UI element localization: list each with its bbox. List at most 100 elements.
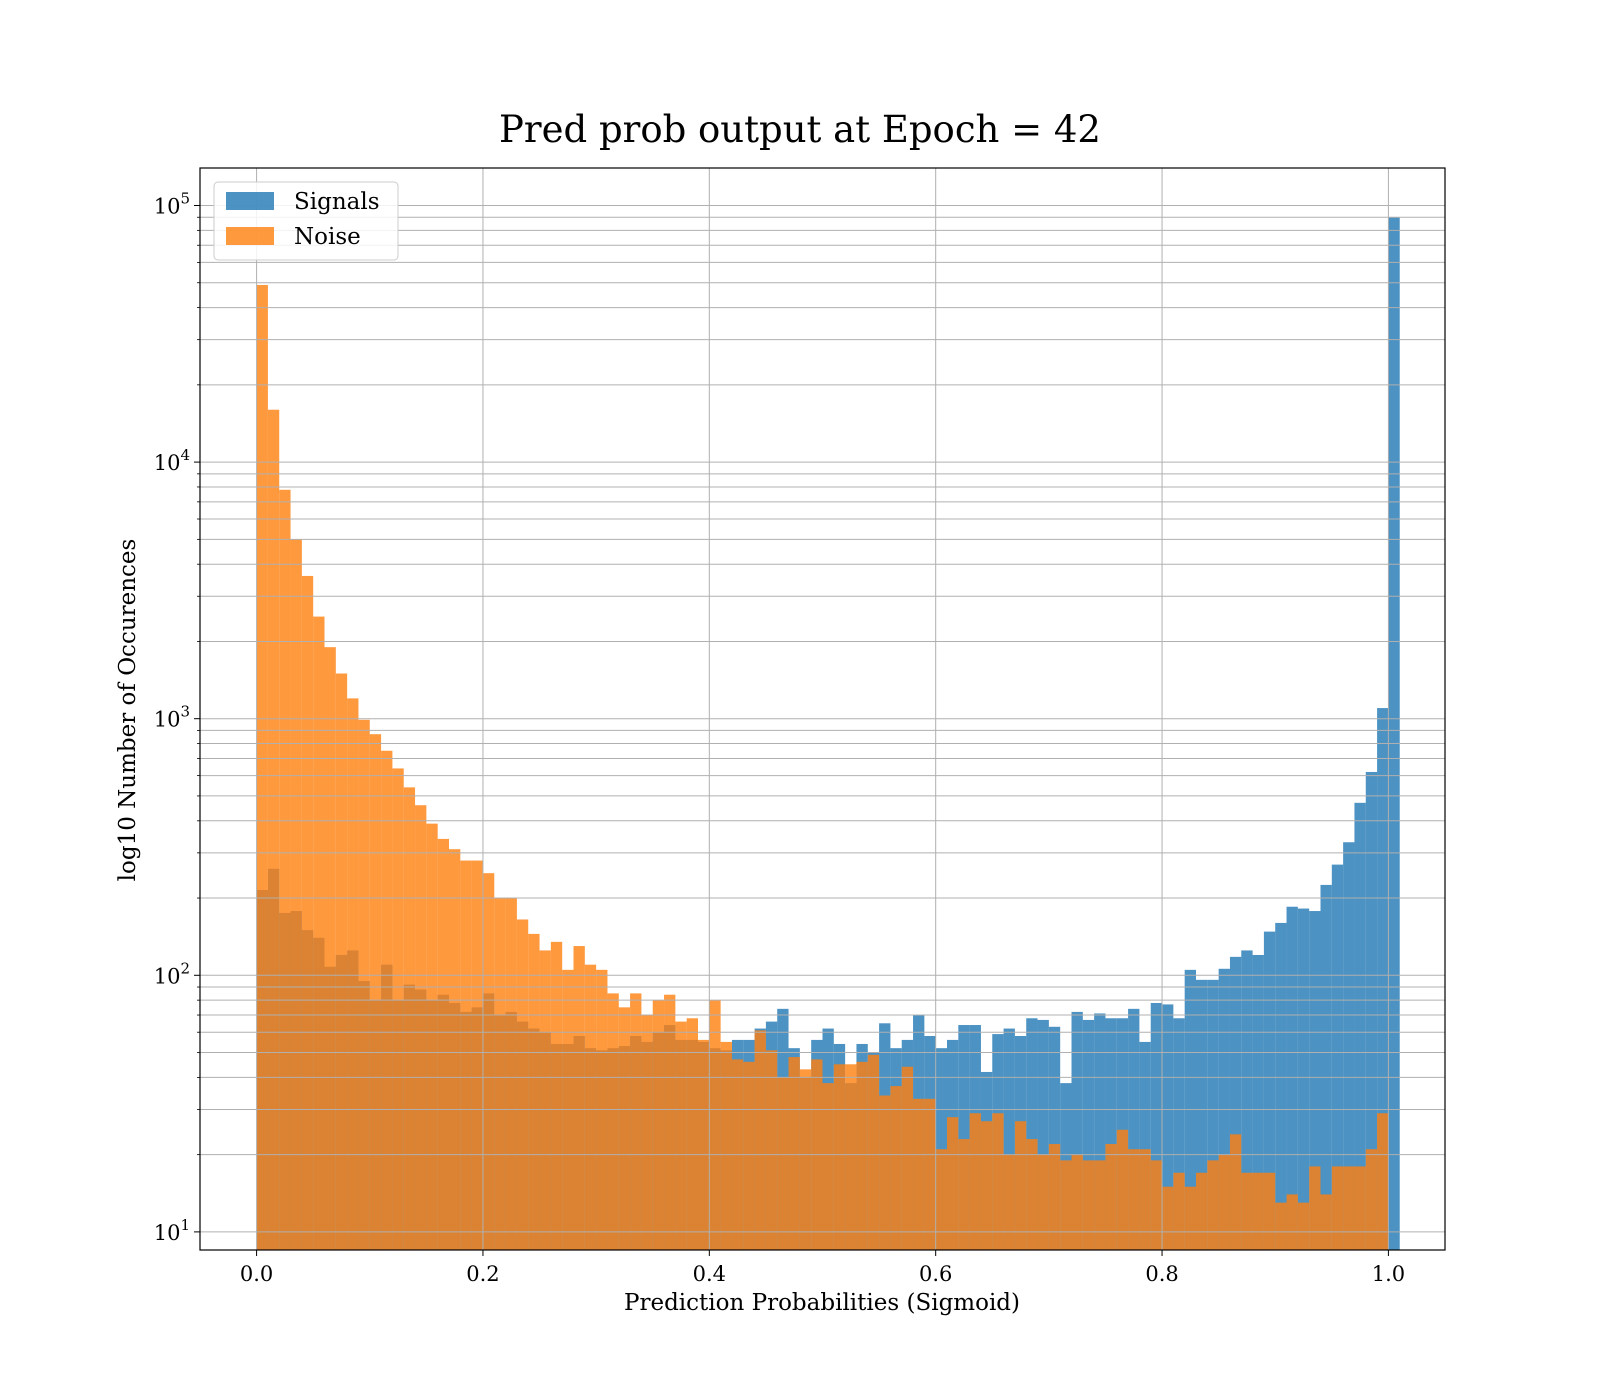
bar-noise: [1071, 1154, 1083, 1250]
x-tick-label: 0.0: [240, 1262, 273, 1286]
bar-noise: [845, 1064, 857, 1250]
bar-noise: [1184, 1186, 1196, 1250]
bar-noise: [482, 873, 495, 1250]
bar-noise: [1354, 1166, 1366, 1250]
bar-noise: [765, 1050, 778, 1250]
bar-signals: [1331, 864, 1344, 1250]
bar-noise: [1026, 1139, 1038, 1250]
bar-noise: [720, 1041, 732, 1250]
bar-signals: [935, 1048, 947, 1250]
bar-noise: [403, 787, 416, 1250]
bar-noise: [1094, 1160, 1106, 1250]
bar-noise: [652, 1000, 665, 1250]
bar-noise: [539, 950, 551, 1250]
series-noise: [256, 284, 1389, 1251]
bar-noise: [426, 823, 438, 1250]
bar-noise: [516, 919, 529, 1250]
bar-noise: [584, 964, 597, 1250]
bar-noise: [969, 1113, 981, 1250]
bar-noise: [788, 1057, 800, 1250]
bar-noise: [1297, 1202, 1310, 1250]
legend-swatch-signals: [226, 192, 274, 210]
bar-signals: [1105, 1018, 1117, 1250]
bar-noise: [1128, 1149, 1140, 1250]
x-tick-label: 0.4: [693, 1262, 726, 1286]
bar-noise: [879, 1095, 891, 1250]
bar-signals: [1037, 1019, 1049, 1250]
bar-noise: [1060, 1160, 1072, 1250]
bar-signals: [1263, 931, 1276, 1250]
y-tick-label: 101: [154, 1216, 190, 1245]
bar-noise: [618, 1007, 631, 1250]
bar-noise: [867, 1054, 880, 1250]
legend[interactable]: Signals Noise: [213, 181, 399, 261]
bar-signals: [1048, 1026, 1061, 1250]
legend-label-noise: Noise: [294, 224, 361, 250]
bar-noise: [1309, 1166, 1321, 1250]
bar-noise: [1263, 1172, 1276, 1250]
bar-noise: [890, 1086, 902, 1250]
bar-noise: [947, 1117, 959, 1250]
legend-swatch-noise: [226, 227, 274, 245]
bar-noise: [777, 1077, 789, 1250]
bar-noise: [267, 409, 280, 1250]
bar-noise: [698, 1039, 710, 1250]
chart-title: Pred prob output at Epoch = 42: [499, 108, 1101, 151]
y-tick-label: 105: [154, 189, 190, 218]
bar-signals: [1139, 1041, 1151, 1250]
bar-noise: [675, 1021, 687, 1250]
bar-signals: [1196, 979, 1208, 1250]
bar-noise: [256, 284, 268, 1250]
bar-noise: [1207, 1160, 1219, 1250]
bar-noise: [528, 933, 540, 1250]
bar-noise: [913, 1098, 925, 1250]
bar-noise: [1275, 1202, 1287, 1250]
bar-signals: [1150, 1002, 1163, 1250]
bars-group: [256, 217, 1400, 1251]
bar-noise: [573, 946, 585, 1250]
y-tick-label: 104: [154, 446, 190, 475]
bar-noise: [1003, 1154, 1015, 1250]
bar-noise: [901, 1066, 914, 1250]
bar-noise: [437, 838, 449, 1250]
legend-label-signals: Signals: [294, 189, 380, 215]
bar-signals: [1252, 954, 1264, 1250]
y-tick-label: 103: [154, 703, 190, 732]
bar-noise: [1241, 1172, 1253, 1250]
bar-noise: [471, 860, 483, 1250]
bar-signals: [1365, 771, 1378, 1250]
bar-noise: [449, 849, 461, 1250]
bar-noise: [958, 1139, 970, 1250]
bar-noise: [347, 698, 359, 1250]
plot-frame: [199, 167, 1446, 1251]
bar-signals: [1207, 979, 1219, 1250]
bar-noise: [1365, 1149, 1378, 1250]
bar-signals: [1071, 1011, 1083, 1250]
bar-noise: [1037, 1154, 1049, 1250]
bar-signals: [1082, 1019, 1095, 1250]
bar-noise: [686, 1018, 698, 1250]
bar-noise: [1139, 1149, 1151, 1250]
x-axis-label: Prediction Probabilities (Sigmoid): [624, 1290, 1020, 1316]
bar-noise: [743, 1061, 755, 1250]
bar-signals: [1003, 1028, 1015, 1250]
bar-noise: [935, 1149, 947, 1250]
bar-signals: [1309, 911, 1321, 1250]
bar-noise: [1105, 1144, 1117, 1250]
gridlines: [200, 168, 1445, 1250]
bar-signals: [1094, 1013, 1106, 1250]
bar-noise: [335, 673, 348, 1250]
bar-noise: [833, 1064, 846, 1250]
bar-noise: [856, 1061, 868, 1250]
bar-signals: [1026, 1018, 1038, 1250]
bar-noise: [1377, 1113, 1389, 1250]
bar-signals: [1354, 802, 1366, 1250]
bar-signals: [1343, 842, 1355, 1250]
x-tick-label: 1.0: [1372, 1262, 1405, 1286]
bar-noise: [607, 993, 619, 1250]
bar-signals: [1286, 906, 1298, 1250]
bar-noise: [279, 489, 291, 1251]
bar-noise: [1162, 1186, 1174, 1250]
bar-noise: [1343, 1166, 1355, 1250]
